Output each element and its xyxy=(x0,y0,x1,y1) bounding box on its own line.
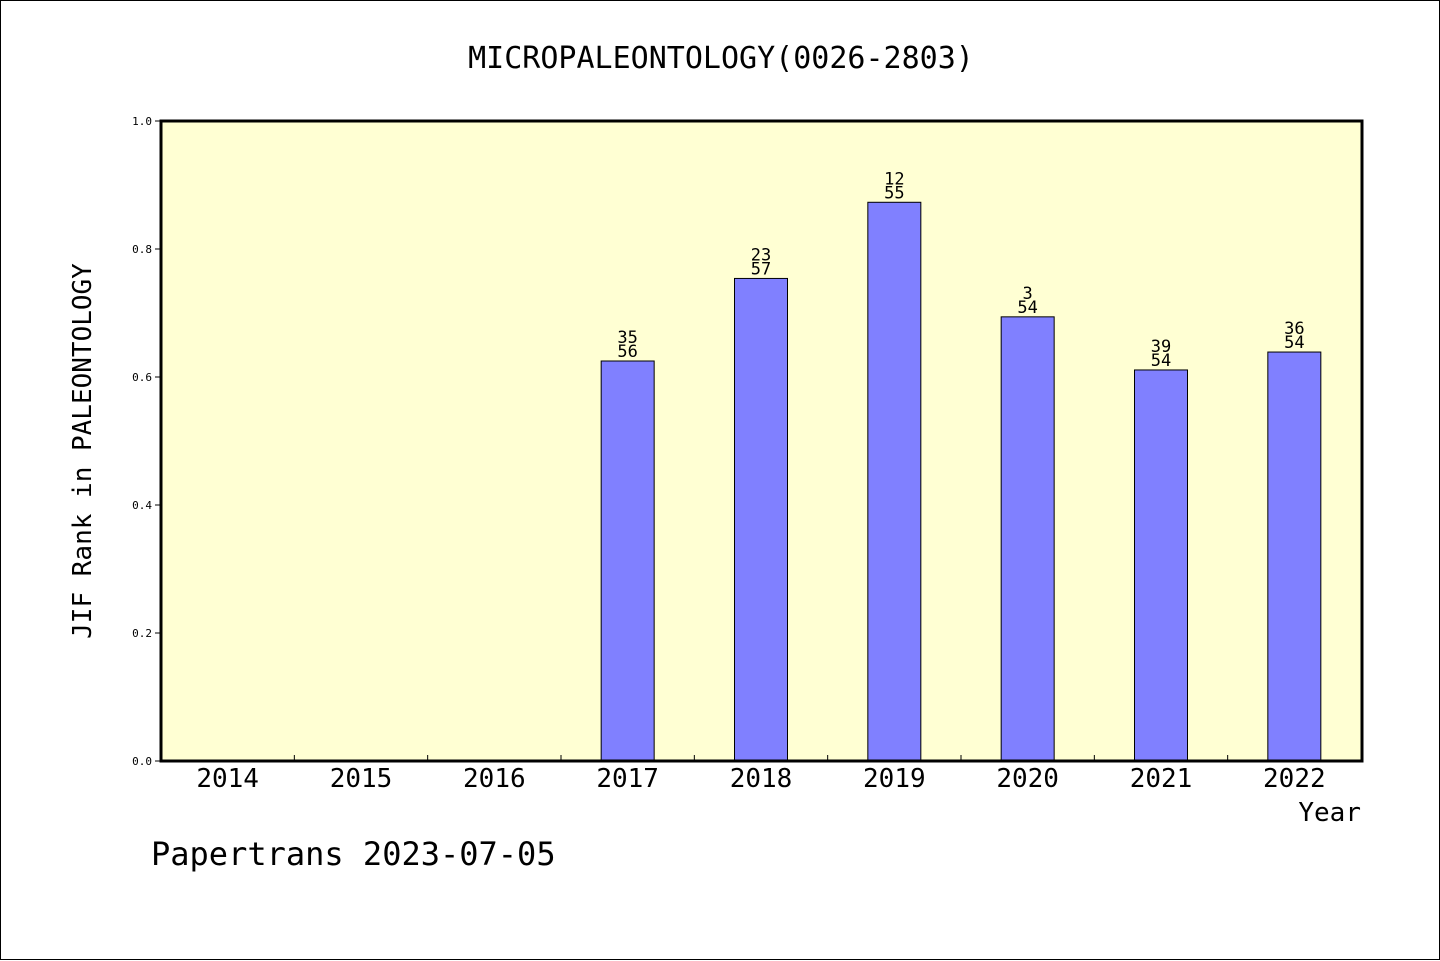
y-tick-label: 0.0 xyxy=(132,755,152,768)
bar xyxy=(1134,369,1188,762)
y-tick-label: 1.0 xyxy=(132,115,152,128)
rank-label: 12 xyxy=(884,169,904,189)
y-tick-label: 0.6 xyxy=(132,371,152,384)
x-tick-label: 2015 xyxy=(330,764,393,794)
rank-label: 23 xyxy=(751,245,771,265)
y-tick-label: 0.4 xyxy=(132,499,152,512)
y-tick-label: 0.2 xyxy=(132,627,152,640)
x-tick-label: 2019 xyxy=(863,764,926,794)
bar xyxy=(734,277,788,762)
total-label: 57 xyxy=(751,259,771,279)
x-tick-label: 2021 xyxy=(1130,764,1193,794)
x-tick-label: 2014 xyxy=(196,764,259,794)
rank-label: 39 xyxy=(1151,337,1171,357)
footer-credit: Papertrans 2023-07-05 xyxy=(151,835,556,873)
plot-border xyxy=(159,119,1364,763)
rank-label: 36 xyxy=(1284,319,1304,339)
rank-label: 3 xyxy=(1023,284,1033,304)
total-label: 56 xyxy=(617,342,637,362)
y-tick-label: 0.8 xyxy=(132,243,152,256)
total-label: 54 xyxy=(1284,333,1304,353)
y-axis-label: JIF Rank in PALEONTOLOGY xyxy=(68,263,98,639)
x-axis: 2014 2015 2016 2017 2018 2019 2020 2021 2022 xyxy=(196,755,1326,794)
x-axis-label: Year xyxy=(1298,798,1361,828)
bar xyxy=(867,201,922,762)
rank-label: 35 xyxy=(617,328,637,348)
x-tick-label: 2022 xyxy=(1263,764,1326,794)
total-label: 54 xyxy=(1017,298,1037,318)
x-tick-label: 2016 xyxy=(463,764,526,794)
x-tick-label: 2020 xyxy=(996,764,1059,794)
y-axis: 0.0 0.2 0.4 0.6 0.8 1.0 xyxy=(132,115,161,768)
x-tick-label: 2017 xyxy=(596,764,659,794)
total-label: 54 xyxy=(1151,351,1171,371)
bar xyxy=(1000,316,1055,762)
bar xyxy=(1267,351,1322,762)
x-tick-label: 2018 xyxy=(730,764,793,794)
total-label: 55 xyxy=(884,183,904,203)
chart-title: MICROPALEONTOLOGY(0026-2803) xyxy=(468,41,974,76)
bar xyxy=(600,360,655,762)
bars-layer xyxy=(600,201,1322,762)
